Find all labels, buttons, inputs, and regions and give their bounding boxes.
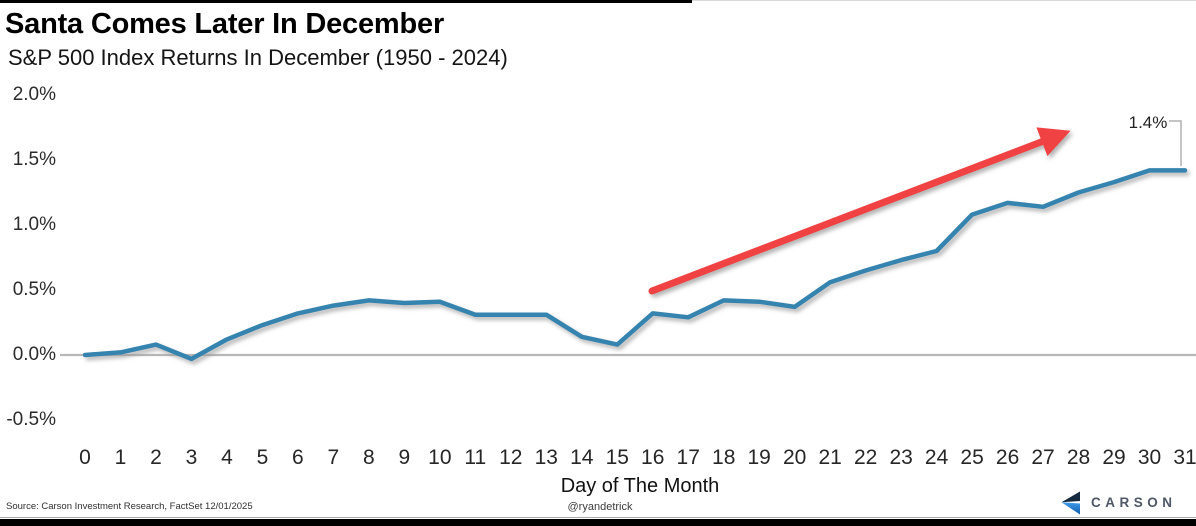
x-tick-label: 6 bbox=[292, 446, 304, 469]
x-tick-label: 0 bbox=[79, 446, 91, 469]
x-tick-label: 26 bbox=[995, 446, 1020, 469]
carson-logo-icon bbox=[1061, 491, 1080, 515]
x-tick-label: 19 bbox=[747, 446, 771, 469]
bottom-hairline bbox=[0, 517, 1196, 518]
x-tick-label: 30 bbox=[1137, 446, 1162, 469]
x-tick-label: 29 bbox=[1102, 446, 1126, 469]
chart-title: Santa Comes Later In December bbox=[5, 8, 445, 40]
annotation-callout-line bbox=[1169, 120, 1182, 166]
x-tick-label: 3 bbox=[185, 446, 198, 469]
x-axis-title: Day of The Month bbox=[560, 475, 720, 497]
x-tick-label: 1 bbox=[114, 446, 127, 469]
chart-subtitle: S&P 500 Index Returns In December (1950 … bbox=[8, 45, 508, 70]
y-tick-label: 0.0% bbox=[12, 344, 56, 365]
carson-wordmark: CARSON bbox=[1091, 494, 1177, 510]
x-tick-label: 12 bbox=[499, 446, 523, 469]
y-tick-label: 2.0% bbox=[12, 84, 56, 105]
annotation-value-label: 1.4% bbox=[1128, 113, 1168, 132]
source-note: Source: Carson Investment Research, Fact… bbox=[6, 501, 253, 512]
y-tick-label: -0.5% bbox=[6, 409, 56, 430]
x-tick-label: 9 bbox=[398, 446, 411, 469]
x-tick-label: 8 bbox=[363, 446, 375, 469]
x-tick-label: 22 bbox=[853, 446, 878, 469]
x-tick-label: 27 bbox=[1031, 446, 1055, 469]
x-tick-label: 23 bbox=[889, 446, 913, 469]
x-tick-label: 25 bbox=[960, 446, 984, 469]
x-tick-label: 21 bbox=[818, 446, 842, 469]
x-tick-label: 16 bbox=[641, 446, 665, 469]
x-tick-label: 2 bbox=[150, 446, 162, 469]
x-tick-label: 31 bbox=[1173, 446, 1196, 469]
x-tick-label: 11 bbox=[464, 446, 487, 469]
x-tick-label: 14 bbox=[570, 446, 594, 469]
x-tick-label: 5 bbox=[256, 446, 269, 469]
x-tick-label: 15 bbox=[605, 446, 629, 469]
y-tick-label: 1.0% bbox=[12, 214, 56, 235]
x-tick-label: 13 bbox=[534, 446, 558, 469]
returns-line bbox=[82, 168, 1188, 362]
x-tick-label: 4 bbox=[221, 446, 233, 469]
carson-logo: CARSON bbox=[1058, 489, 1177, 515]
y-tick-label: 0.5% bbox=[12, 279, 56, 300]
x-tick-label: 10 bbox=[428, 446, 452, 469]
bottom-border-bar bbox=[0, 519, 1196, 526]
author-handle: @ryandetrick bbox=[567, 501, 633, 513]
top-border-bar bbox=[0, 0, 692, 3]
x-tick-label: 7 bbox=[327, 446, 340, 469]
x-tick-label: 18 bbox=[712, 446, 736, 469]
y-tick-label: 1.5% bbox=[12, 149, 56, 170]
x-tick-label: 20 bbox=[782, 446, 807, 469]
x-tick-label: 17 bbox=[676, 446, 700, 469]
x-tick-label: 28 bbox=[1066, 446, 1091, 469]
trend-arrow bbox=[648, 127, 1071, 295]
x-tick-label: 24 bbox=[924, 446, 949, 469]
